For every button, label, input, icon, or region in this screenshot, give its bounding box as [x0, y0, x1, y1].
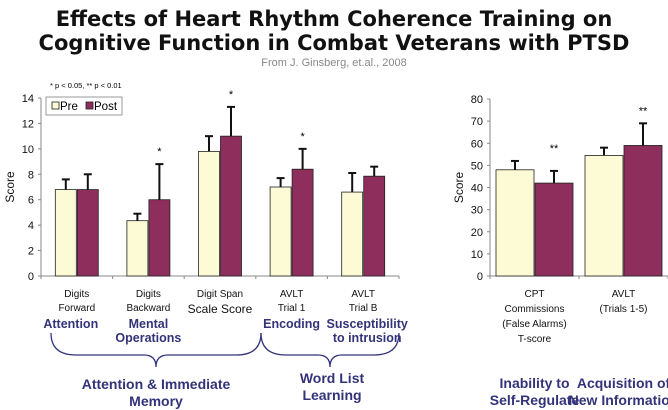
significance-marker: *	[229, 89, 234, 101]
category-label: Backward	[126, 303, 170, 314]
category-label: Digits	[136, 289, 161, 300]
group-label: Attention & Immediate	[82, 376, 231, 392]
domain-label: Mental	[129, 317, 169, 331]
bar-post	[363, 175, 386, 277]
bar-pre	[341, 191, 364, 277]
category-label: Trial 1	[278, 303, 306, 314]
chart-title-line2: Cognitive Function in Combat Veterans wi…	[39, 31, 630, 55]
domain-label: Self-Regulate	[490, 392, 580, 408]
domain-label: New Information	[569, 392, 668, 408]
bar-post	[148, 199, 171, 277]
significance-marker: **	[639, 105, 648, 117]
bar-pre	[495, 169, 535, 277]
legend-swatch-post	[85, 101, 94, 110]
bar-pre	[198, 150, 220, 277]
domain-label: Encoding	[263, 317, 320, 331]
domain-label: Attention	[43, 317, 98, 331]
group-label: Learning	[302, 387, 361, 403]
significance-marker: *	[300, 131, 305, 143]
y-tick-label: 4	[28, 220, 34, 232]
y-tick-label: 60	[471, 138, 483, 150]
y-tick-label: 40	[471, 183, 483, 195]
y-tick-label: 0	[28, 271, 34, 283]
domain-label: Inability to	[500, 375, 570, 391]
legend-label: Post	[94, 101, 118, 113]
category-label: Forward	[58, 303, 95, 314]
group-label: Memory	[129, 393, 183, 409]
category-label: T-score	[518, 334, 552, 345]
category-label: AVLT	[351, 289, 375, 300]
domain-label: to intrusion	[333, 331, 402, 345]
bar-post	[291, 168, 314, 277]
y-axis-label: Score	[452, 172, 466, 204]
y-tick-label: 2	[28, 246, 34, 258]
bar-pre	[54, 189, 77, 277]
significance-marker: **	[550, 143, 559, 155]
y-tick-label: 30	[471, 205, 483, 217]
bar-post	[534, 182, 574, 277]
category-label: Digits	[64, 289, 89, 300]
y-tick-label: 50	[471, 160, 483, 172]
legend-swatch-pre	[51, 101, 60, 110]
bar-post	[623, 145, 663, 277]
domain-label: Operations	[115, 331, 181, 345]
y-tick-label: 0	[477, 271, 483, 283]
y-tick-label: 14	[22, 93, 34, 105]
chart-subtitle: From J. Ginsberg, et.al., 2008	[261, 57, 407, 69]
y-tick-label: 80	[471, 94, 483, 106]
legend	[45, 96, 123, 116]
brace-word-list	[260, 332, 400, 368]
bar-pre	[584, 155, 624, 277]
category-label: CPT	[525, 289, 545, 300]
category-label: AVLT	[280, 289, 304, 300]
category-label: (Trials 1-5)	[600, 304, 648, 315]
y-tick-label: 12	[22, 118, 34, 130]
category-label: Trial B	[349, 303, 378, 314]
category-label: Scale Score	[188, 302, 253, 316]
significance-marker: *	[157, 146, 162, 158]
y-tick-label: 70	[471, 116, 483, 128]
y-tick-label: 10	[471, 249, 483, 261]
category-label: (False Alarms)	[502, 319, 566, 330]
domain-label: Acquisition of	[577, 375, 668, 391]
chart-title-line1: Effects of Heart Rhythm Coherence Traini…	[56, 7, 613, 31]
y-tick-label: 10	[22, 144, 34, 156]
category-label: Digit Span	[197, 289, 243, 300]
significance-note: * p < 0.05, ** p < 0.01	[50, 81, 122, 90]
y-tick-label: 6	[28, 195, 34, 207]
y-axis-label: Score	[3, 171, 17, 203]
domain-label: Susceptibility	[327, 317, 408, 331]
group-label: Word List	[300, 370, 365, 386]
bar-pre	[269, 186, 292, 277]
bar-post	[76, 189, 99, 277]
category-label: Commissions	[504, 304, 564, 315]
bar-pre	[126, 220, 149, 277]
bar-post	[220, 135, 242, 277]
category-label: AVLT	[612, 289, 636, 300]
y-tick-label: 20	[471, 227, 483, 239]
y-tick-label: 8	[28, 169, 34, 181]
brace-attention-memory	[50, 332, 262, 368]
legend-label: Pre	[60, 101, 78, 113]
